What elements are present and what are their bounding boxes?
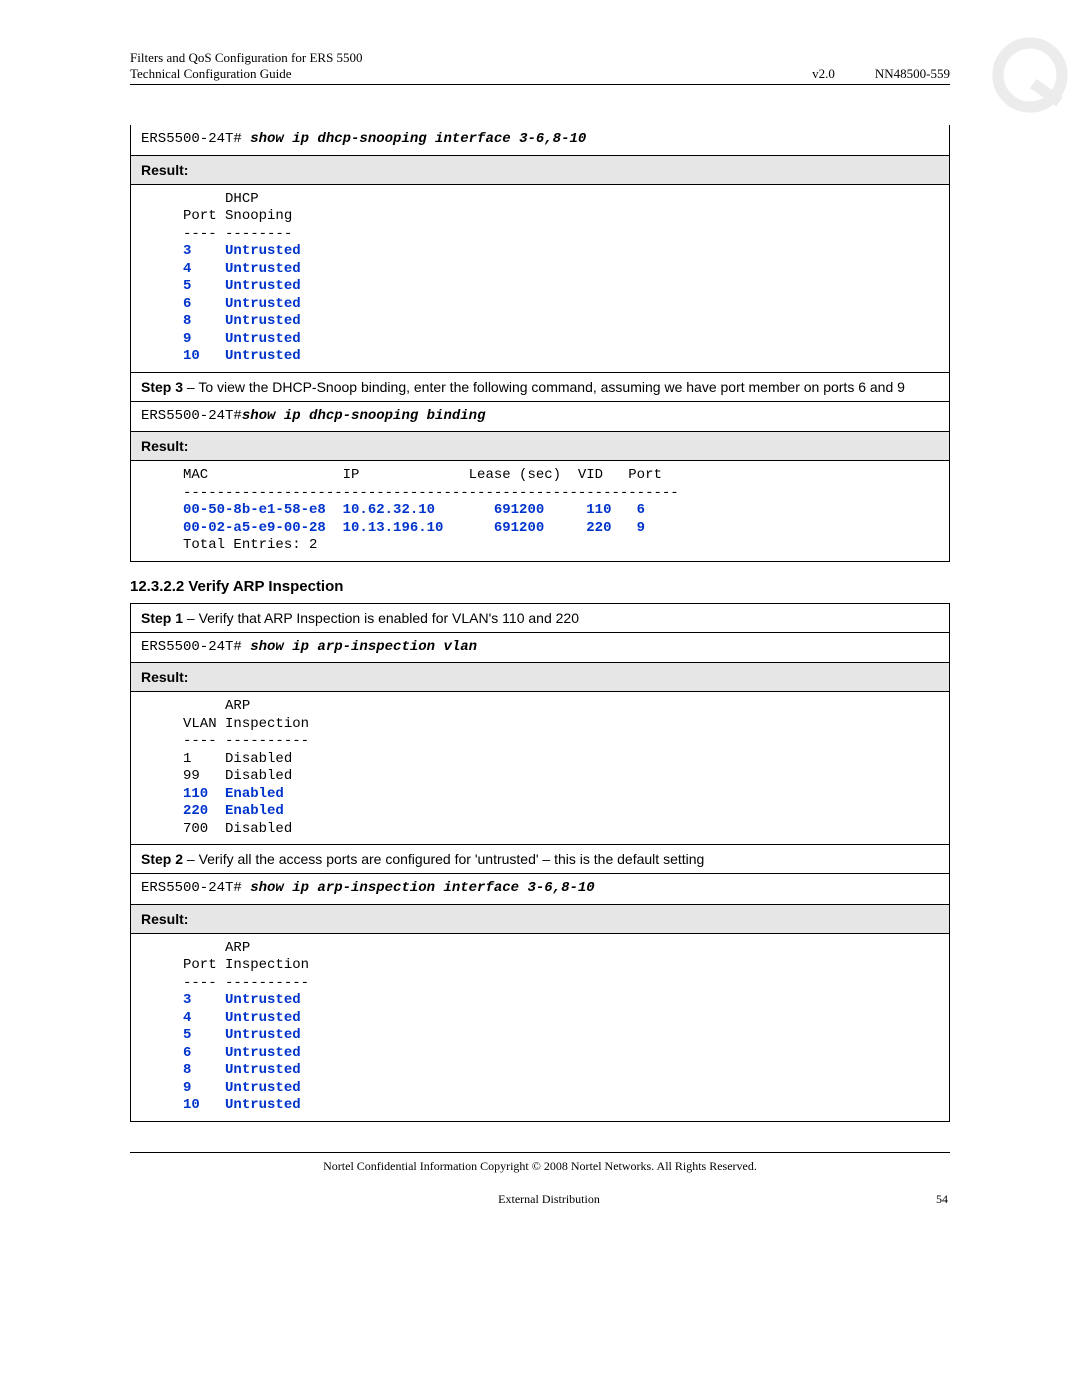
output-row: 10 Untrusted xyxy=(141,1097,301,1113)
watermark-logo xyxy=(990,35,1070,115)
result-header: Result: xyxy=(131,663,949,692)
cmd-prompt: ERS5500-24T# xyxy=(141,880,250,896)
result-header: Result: xyxy=(131,905,949,934)
step-instruction: Step 2 – Verify all the access ports are… xyxy=(131,845,949,874)
command-line: ERS5500-24T#show ip dhcp-snooping bindin… xyxy=(131,402,949,433)
output-row: 700 Disabled xyxy=(141,821,292,837)
command-line: ERS5500-24T# show ip dhcp-snooping inter… xyxy=(131,125,949,156)
output-row: 00-02-a5-e9-00-28 10.13.196.10 691200 22… xyxy=(141,520,645,536)
footer-rule xyxy=(130,1152,950,1153)
page-number: 54 xyxy=(936,1192,948,1207)
footer-spacer xyxy=(132,1192,162,1207)
output-row: 10 Untrusted xyxy=(141,348,301,364)
cmd-prompt: ERS5500-24T# xyxy=(141,408,242,424)
command-line: ERS5500-24T# show ip arp-inspection vlan xyxy=(131,633,949,664)
footer-copyright: Nortel Confidential Information Copyrigh… xyxy=(130,1159,950,1174)
output-header: ARP Port Inspection ---- ---------- xyxy=(141,940,309,991)
output-row: 3 Untrusted xyxy=(141,243,301,259)
result-header: Result: xyxy=(131,156,949,185)
output-row: 110 Enabled xyxy=(141,786,284,802)
step-instruction: Step 1 – Verify that ARP Inspection is e… xyxy=(131,604,949,633)
footer-mid: External Distribution xyxy=(162,1192,936,1207)
output-header: DHCP Port Snooping ---- -------- xyxy=(141,191,292,242)
arp-interface-output: ARP Port Inspection ---- ---------- 3 Un… xyxy=(131,934,949,1121)
output-row: 5 Untrusted xyxy=(141,278,301,294)
output-row: 8 Untrusted xyxy=(141,1062,301,1078)
step-label: Step 1 xyxy=(141,610,183,626)
cmd-text: show ip dhcp-snooping binding xyxy=(242,408,486,424)
result-header: Result: xyxy=(131,432,949,461)
command-line: ERS5500-24T# show ip arp-inspection inte… xyxy=(131,874,949,905)
doc-version: v2.0 xyxy=(792,66,855,82)
dhcp-snooping-block: ERS5500-24T# show ip dhcp-snooping inter… xyxy=(130,125,950,562)
doc-header-line1: Filters and QoS Configuration for ERS 55… xyxy=(130,50,950,66)
output-header: MAC IP Lease (sec) VID Port ------------… xyxy=(141,467,679,501)
step-instruction: Step 3 – To view the DHCP-Snoop binding,… xyxy=(131,373,949,402)
output-row: 8 Untrusted xyxy=(141,313,301,329)
step-text: – To view the DHCP-Snoop binding, enter … xyxy=(183,379,905,395)
cmd-text: show ip arp-inspection interface 3-6,8-1… xyxy=(250,880,594,896)
doc-header-line2: Technical Configuration Guide v2.0 NN485… xyxy=(130,66,950,85)
output-row: 4 Untrusted xyxy=(141,261,301,277)
footer-distribution: External Distribution 54 xyxy=(130,1192,950,1207)
cmd-text: show ip arp-inspection vlan xyxy=(250,639,477,655)
cmd-prompt: ERS5500-24T# xyxy=(141,639,250,655)
step-label: Step 2 xyxy=(141,851,183,867)
doc-subtitle: Technical Configuration Guide xyxy=(130,66,792,82)
section-heading: 12.3.2.2 Verify ARP Inspection xyxy=(130,578,950,595)
step-label: Step 3 xyxy=(141,379,183,395)
cmd-prompt: ERS5500-24T# xyxy=(141,131,250,147)
cmd-text: show ip dhcp-snooping interface 3-6,8-10 xyxy=(250,131,586,147)
step-text: – Verify that ARP Inspection is enabled … xyxy=(183,610,579,626)
output-row: 4 Untrusted xyxy=(141,1010,301,1026)
dhcp-interface-output: DHCP Port Snooping ---- -------- 3 Untru… xyxy=(131,185,949,373)
doc-title: Filters and QoS Configuration for ERS 55… xyxy=(130,50,363,66)
doc-number: NN48500-559 xyxy=(855,66,950,82)
output-row: 3 Untrusted xyxy=(141,992,301,1008)
dhcp-binding-output: MAC IP Lease (sec) VID Port ------------… xyxy=(131,461,949,561)
output-row: 00-50-8b-e1-58-e8 10.62.32.10 691200 110… xyxy=(141,502,645,518)
arp-vlan-output: ARP VLAN Inspection ---- ---------- 1 Di… xyxy=(131,692,949,845)
output-row: 9 Untrusted xyxy=(141,1080,301,1096)
output-row: 6 Untrusted xyxy=(141,1045,301,1061)
output-footer: Total Entries: 2 xyxy=(141,537,317,553)
output-row: 9 Untrusted xyxy=(141,331,301,347)
output-row: 6 Untrusted xyxy=(141,296,301,312)
output-row: 5 Untrusted xyxy=(141,1027,301,1043)
output-header: ARP VLAN Inspection ---- ---------- xyxy=(141,698,309,749)
output-row: 1 Disabled 99 Disabled xyxy=(141,751,292,785)
output-row: 220 Enabled xyxy=(141,803,284,819)
step-text: – Verify all the access ports are config… xyxy=(183,851,704,867)
arp-inspection-block: Step 1 – Verify that ARP Inspection is e… xyxy=(130,603,950,1122)
